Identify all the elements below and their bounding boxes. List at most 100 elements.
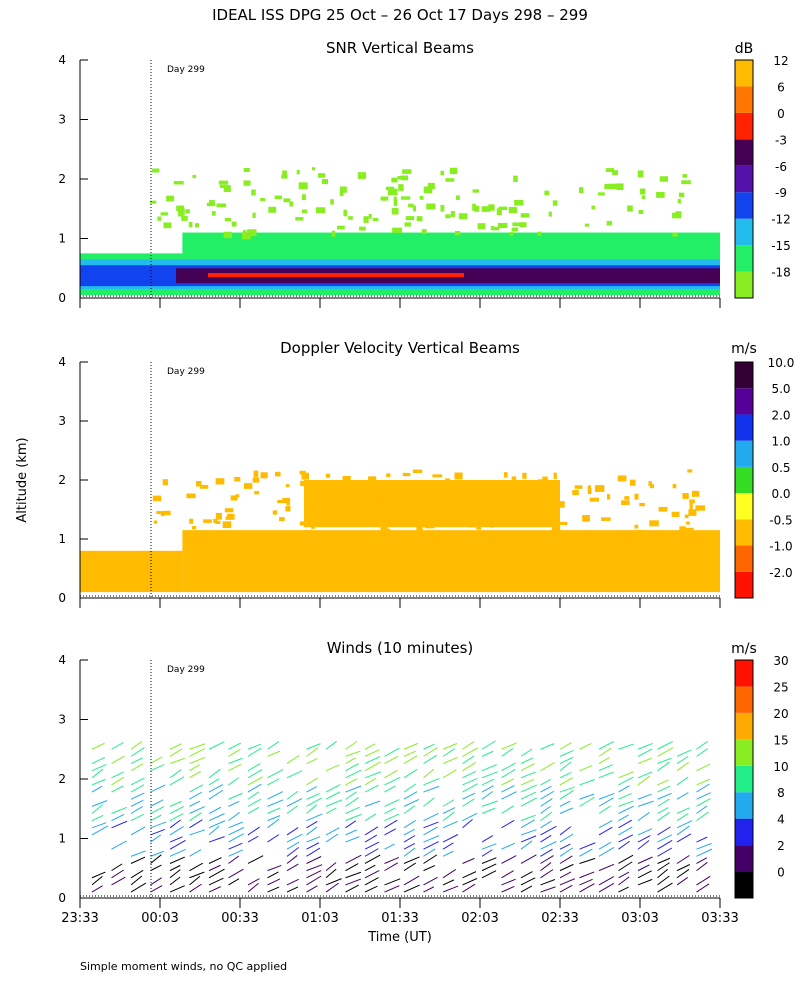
heatmap-speckle (634, 524, 639, 529)
heatmap-speckle (200, 484, 209, 489)
wind-barb (345, 863, 359, 872)
heatmap-speckle (445, 478, 450, 484)
wind-barb (520, 854, 537, 864)
wind-barb (540, 834, 552, 843)
wind-barb (696, 778, 711, 786)
wind-barb (520, 771, 536, 779)
wind-barb (286, 798, 303, 807)
wind-barb (384, 747, 400, 757)
heatmap-speckle (639, 502, 645, 507)
wind-barb (247, 769, 263, 779)
wind-barb (676, 776, 689, 786)
wind-barb (345, 763, 360, 772)
wind-barb (150, 877, 162, 886)
heatmap-speckle (215, 512, 222, 520)
colorbar-swatch (735, 686, 753, 713)
wind-barb (286, 754, 300, 764)
wind-barb (364, 864, 376, 872)
wind-barb (228, 849, 244, 857)
wind-barb (384, 813, 400, 822)
heatmap-speckle (380, 532, 388, 539)
wind-barb (618, 819, 633, 829)
wind-barb (169, 748, 183, 757)
heatmap-speckle (617, 531, 621, 538)
wind-barb (598, 826, 613, 836)
heatmap-speckle (380, 525, 388, 532)
wind-barb (618, 785, 630, 793)
wind-barb (657, 839, 673, 850)
wind-barb (286, 827, 299, 836)
wind-barb (598, 876, 615, 886)
wind-barb (169, 769, 182, 779)
wind-barb (501, 805, 514, 814)
heatmap-speckle (277, 500, 288, 504)
wind-barb (267, 818, 280, 829)
wind-barb (540, 785, 552, 793)
wind-barb (501, 819, 515, 829)
colorbar-label: 0 (777, 107, 785, 121)
wind-barb (442, 769, 457, 779)
wind-barb (345, 884, 359, 893)
wind-barb (579, 793, 595, 800)
wind-barb (364, 777, 377, 786)
heatmap-speckle (509, 232, 514, 236)
wind-barb (540, 869, 554, 879)
heatmap-speckle (336, 225, 345, 230)
heatmap-speckle (315, 207, 326, 214)
heatmap-speckle (641, 195, 646, 199)
wind-barb (364, 800, 381, 807)
wind-barb (169, 819, 182, 829)
heatmap-speckle (341, 531, 347, 539)
heatmap-speckle (254, 490, 260, 495)
wind-barb (111, 776, 125, 786)
wind-barb (150, 854, 162, 864)
heatmap-speckle (386, 473, 391, 478)
wind-barb (520, 763, 535, 772)
heatmap-speckle (432, 474, 443, 478)
wind-barb (442, 756, 459, 764)
heatmap-speckle (363, 216, 369, 223)
wind-barb (169, 800, 182, 807)
heatmap-speckle (216, 203, 227, 208)
heatmap-speckle (493, 226, 500, 231)
heatmap-speckle (303, 530, 313, 536)
heatmap-speckle (686, 521, 690, 525)
wind-barb (657, 811, 671, 822)
wind-barb (637, 856, 653, 864)
wind-barb (267, 799, 284, 807)
heatmap-speckle (243, 180, 251, 186)
wind-barb (442, 850, 454, 857)
wind-barb (423, 812, 439, 822)
wind-barb (618, 876, 630, 886)
colorbar-label: 1.0 (771, 435, 790, 449)
wind-barb (423, 747, 438, 757)
wind-barb (150, 799, 164, 807)
wind-barb (111, 771, 124, 779)
wind-barb (520, 871, 533, 879)
heatmap-speckle (203, 519, 212, 523)
heatmap-speckle (342, 475, 351, 481)
wind-barb (520, 819, 535, 829)
heatmap-speckle (400, 196, 411, 200)
heatmap-speckle (695, 505, 706, 511)
colorbar-swatch (735, 519, 753, 546)
wind-barb (501, 778, 515, 786)
heatmap-speckle (520, 213, 530, 218)
heatmap-speckle (348, 216, 353, 220)
wind-barb (618, 871, 630, 879)
wind-barb (208, 778, 220, 786)
heatmap-speckle (689, 499, 695, 504)
wind-barb (442, 834, 459, 843)
wind-barb (111, 840, 127, 850)
colorbar-swatch (735, 112, 753, 140)
wind-barb (403, 884, 420, 893)
heatmap-speckle (682, 174, 688, 178)
heatmap-speckle (609, 183, 618, 190)
wind-barb (540, 855, 554, 864)
wind-barb (91, 804, 103, 814)
wind-barb (481, 800, 498, 807)
wind-barb (481, 807, 495, 814)
wind-barb (384, 885, 400, 893)
wind-barb (247, 855, 264, 864)
